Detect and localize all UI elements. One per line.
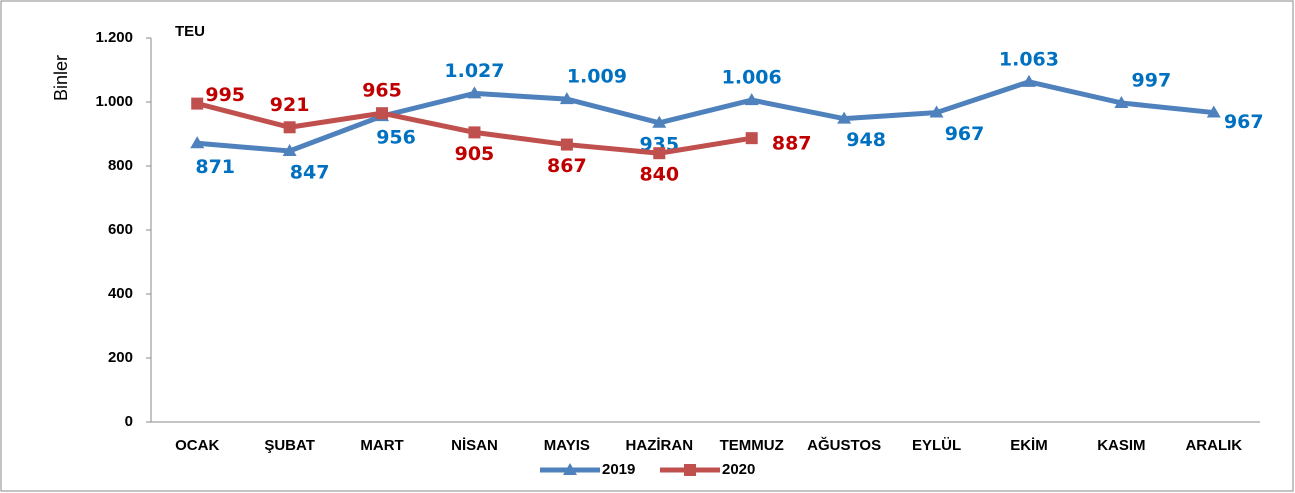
data-label: 840 — [639, 164, 679, 186]
marker — [559, 92, 574, 105]
x-tick-label: NİSAN — [451, 437, 498, 454]
marker — [467, 86, 482, 99]
data-label: 997 — [1132, 69, 1172, 91]
data-label: 921 — [270, 94, 310, 116]
data-label: 995 — [205, 84, 245, 106]
marker — [283, 121, 296, 134]
marker — [560, 138, 573, 151]
y-axis-label: Binler — [51, 55, 71, 101]
marker — [1021, 74, 1036, 87]
data-label: 967 — [1224, 111, 1264, 133]
legend-label: 2019 — [602, 461, 635, 478]
data-label: 871 — [195, 156, 235, 178]
marker — [1114, 95, 1129, 108]
data-label: 1.063 — [999, 48, 1059, 70]
data-label: 948 — [846, 129, 886, 151]
legend-marker — [563, 463, 577, 475]
data-label: 905 — [455, 143, 495, 165]
x-tick-label: ARALIK — [1185, 437, 1242, 454]
marker — [929, 105, 944, 118]
marker — [468, 126, 481, 139]
marker — [652, 115, 667, 128]
marker — [191, 97, 204, 110]
data-label: 967 — [945, 123, 985, 145]
data-label: 1.006 — [722, 67, 782, 89]
y-tick-label: 1.000 — [95, 93, 133, 110]
marker — [744, 93, 759, 106]
y-tick-label: 600 — [108, 221, 133, 238]
marker — [745, 132, 758, 145]
marker — [190, 136, 205, 149]
x-tick-label: EYLÜL — [912, 437, 961, 454]
x-tick-label: MART — [360, 437, 403, 454]
series-line — [197, 79, 1215, 154]
x-tick-label: KASIM — [1097, 437, 1145, 454]
x-tick-label: TEMMUZ — [720, 437, 784, 454]
data-label: 965 — [362, 80, 402, 102]
data-label: 887 — [772, 133, 812, 155]
marker — [282, 143, 297, 156]
data-label: 1.009 — [567, 66, 627, 88]
x-tick-label: AĞUSTOS — [807, 436, 881, 454]
x-tick-label: ŞUBAT — [264, 437, 315, 454]
marker — [1206, 105, 1221, 118]
x-tick-label: MAYIS — [544, 437, 590, 454]
annotation: TEU — [175, 23, 205, 40]
x-tick-label: EKİM — [1010, 437, 1048, 454]
x-tick-label: OCAK — [175, 437, 219, 454]
marker — [376, 107, 389, 120]
legend-marker — [684, 464, 696, 476]
marker — [653, 147, 666, 160]
data-label: 847 — [290, 161, 330, 183]
x-tick-label: HAZİRAN — [626, 437, 694, 454]
data-label: 1.027 — [444, 60, 504, 82]
data-label: 956 — [376, 127, 416, 149]
data-label: 867 — [547, 155, 587, 177]
y-tick-label: 400 — [108, 285, 133, 302]
marker — [837, 111, 852, 124]
y-tick-label: 800 — [108, 157, 133, 174]
legend-label: 2020 — [722, 461, 755, 478]
y-tick-label: 1.200 — [95, 29, 133, 46]
y-tick-label: 0 — [125, 413, 133, 430]
y-tick-label: 200 — [108, 349, 133, 366]
